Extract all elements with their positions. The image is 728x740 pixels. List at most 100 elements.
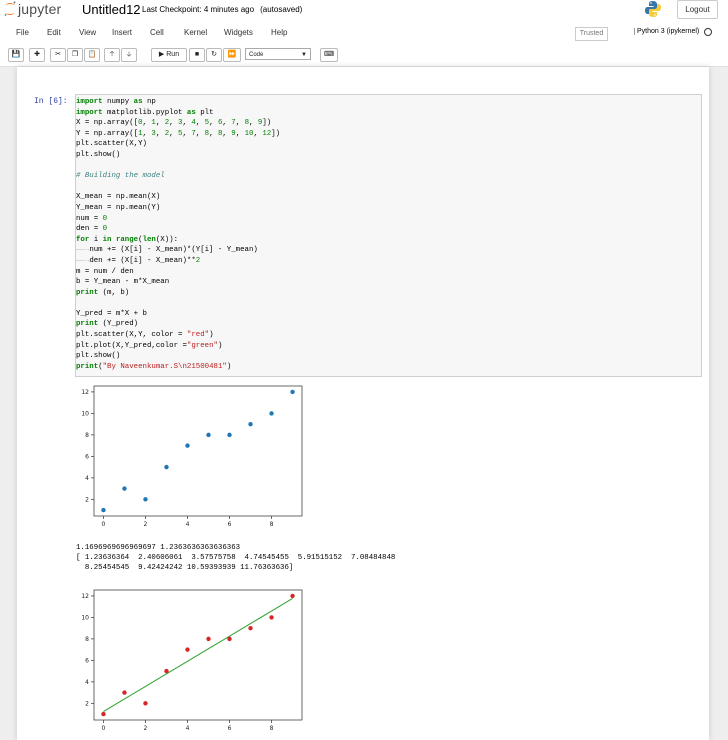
x-tick-label: 0 bbox=[102, 725, 106, 732]
x-tick-label: 4 bbox=[186, 521, 190, 528]
data-point bbox=[290, 593, 295, 599]
scissors-icon: ✂ bbox=[55, 51, 61, 58]
code-line: plt.scatter(X,Y) bbox=[76, 140, 147, 149]
logo-text: jupyter bbox=[18, 1, 62, 17]
code-line: plt.scatter(X,Y, color = "red") bbox=[76, 331, 214, 340]
code-line: Y = np.array([1, 3, 2, 5, 7, 8, 8, 9, 10… bbox=[76, 129, 281, 138]
scatter-plot: 0 2 4 6 8 2 4 6 8 10 12 bbox=[81, 385, 303, 528]
data-point bbox=[206, 636, 211, 642]
save-button[interactable]: 💾 bbox=[8, 48, 24, 62]
trusted-indicator[interactable]: Trusted bbox=[575, 27, 608, 41]
x-tick-label: 0 bbox=[102, 521, 106, 528]
code-line: print("By Naveenkumar.S\n21500481") bbox=[76, 362, 232, 371]
x-tick-label: 4 bbox=[186, 725, 190, 732]
data-point bbox=[164, 668, 169, 674]
data-point bbox=[206, 432, 211, 438]
data-point bbox=[164, 464, 169, 470]
y-tick-label: 2 bbox=[85, 496, 89, 503]
notebook-title[interactable]: Untitled12 bbox=[82, 2, 141, 17]
regression-plot: 0 2 4 6 8 2 4 6 8 10 12 bbox=[81, 589, 303, 732]
menu-help[interactable]: Help bbox=[271, 28, 288, 37]
restart-button[interactable]: ↻ bbox=[206, 48, 222, 62]
data-point bbox=[101, 711, 106, 717]
data-point bbox=[227, 636, 232, 642]
regression-line bbox=[103, 598, 293, 712]
run-button[interactable]: ▶ Run bbox=[151, 48, 187, 62]
output-line: [ 1.23636364 2.40606061 3.57575758 4.745… bbox=[76, 554, 396, 563]
data-point bbox=[101, 507, 106, 513]
move-down-button[interactable]: 🡣 bbox=[121, 48, 137, 62]
code-line: Y_pred = m*X + b bbox=[76, 309, 147, 318]
x-tick-label: 2 bbox=[144, 725, 148, 732]
code-input-area[interactable] bbox=[75, 94, 702, 377]
menu-edit[interactable]: Edit bbox=[47, 28, 61, 37]
code-line: ——→den += (X[i] - X_mean)**2 bbox=[76, 256, 201, 265]
data-point bbox=[290, 389, 295, 395]
code-editor[interactable]: import numpy as np import matplotlib.pyp… bbox=[76, 97, 280, 372]
y-tick-label: 12 bbox=[81, 389, 89, 396]
python-logo-icon bbox=[645, 1, 661, 17]
data-point bbox=[227, 432, 232, 438]
data-point bbox=[269, 411, 274, 416]
menu-bar: File Edit View Insert Cell Kernel Widget… bbox=[0, 26, 728, 40]
x-tick-label: 6 bbox=[228, 521, 232, 528]
save-icon: 💾 bbox=[11, 51, 21, 58]
kernel-name[interactable]: Python 3 (ipykernel) bbox=[634, 28, 699, 35]
cell-type-select[interactable]: Code ▼ bbox=[245, 48, 311, 60]
data-point bbox=[248, 421, 253, 427]
arrow-down-icon: 🡣 bbox=[126, 51, 132, 58]
menu-file[interactable]: File bbox=[16, 28, 29, 37]
code-line: X_mean = np.mean(X) bbox=[76, 193, 161, 202]
menu-view[interactable]: View bbox=[79, 28, 97, 37]
y-tick-label: 2 bbox=[85, 700, 89, 707]
y-tick-label: 10 bbox=[81, 410, 89, 417]
output-line: 1.1696969696969697 1.2363636363636363 bbox=[76, 544, 241, 552]
data-point bbox=[122, 690, 127, 695]
data-point bbox=[122, 486, 127, 491]
plus-icon: ✚ bbox=[34, 51, 40, 58]
y-tick-label: 8 bbox=[85, 432, 89, 439]
code-line: for i in range(len(X)): bbox=[76, 235, 179, 244]
stop-icon: ■ bbox=[194, 51, 200, 58]
logout-button[interactable]: Logout bbox=[677, 0, 718, 19]
code-line: Y_mean = np.mean(Y) bbox=[76, 203, 161, 212]
insert-cell-button[interactable]: ✚ bbox=[29, 48, 45, 62]
code-line: import matplotlib.pyplot as plt bbox=[76, 108, 214, 117]
y-tick-label: 12 bbox=[81, 593, 89, 600]
interrupt-button[interactable]: ■ bbox=[189, 48, 205, 62]
fast-forward-icon: ⏩ bbox=[227, 51, 237, 58]
kernel-status-icon bbox=[704, 28, 712, 36]
x-tick-label: 2 bbox=[144, 521, 148, 528]
cut-button[interactable]: ✂ bbox=[50, 48, 66, 62]
paste-button[interactable]: 📋 bbox=[84, 48, 100, 62]
copy-button[interactable]: ❐ bbox=[67, 48, 83, 62]
run-icon: ▶ bbox=[158, 51, 165, 58]
y-tick-label: 8 bbox=[85, 636, 89, 643]
plot-frame bbox=[93, 385, 303, 517]
restart-run-all-button[interactable]: ⏩ bbox=[223, 48, 241, 62]
restart-icon: ↻ bbox=[211, 51, 217, 58]
code-line: b = Y_mean - m*X_mean bbox=[76, 278, 170, 287]
menu-widgets[interactable]: Widgets bbox=[224, 28, 253, 37]
code-line: plt.plot(X,Y_pred,color ="green") bbox=[76, 341, 223, 350]
menu-cell[interactable]: Cell bbox=[150, 28, 164, 37]
y-tick-label: 4 bbox=[85, 679, 89, 686]
copy-icon: ❐ bbox=[71, 51, 79, 58]
checkpoint-text: Last Checkpoint: 4 minutes ago bbox=[142, 5, 255, 14]
command-palette-button[interactable]: ⌨ bbox=[320, 48, 338, 62]
x-tick-label: 8 bbox=[270, 521, 274, 528]
y-tick-label: 6 bbox=[85, 453, 89, 460]
move-up-button[interactable]: 🡡 bbox=[104, 48, 120, 62]
autosave-text: (autosaved) bbox=[260, 5, 303, 14]
arrow-up-icon: 🡡 bbox=[109, 51, 115, 58]
data-point bbox=[143, 497, 148, 502]
code-line: import numpy as np bbox=[76, 98, 156, 106]
jupyter-logo[interactable]: jupyter bbox=[4, 1, 61, 17]
code-line: print (Y_pred) bbox=[76, 320, 139, 329]
code-line: # Building the model bbox=[76, 172, 165, 181]
data-point bbox=[269, 615, 274, 620]
menu-insert[interactable]: Insert bbox=[112, 28, 133, 37]
x-tick-label: 8 bbox=[270, 725, 274, 732]
keyboard-icon: ⌨ bbox=[323, 51, 335, 58]
menu-kernel[interactable]: Kernel bbox=[184, 28, 208, 37]
